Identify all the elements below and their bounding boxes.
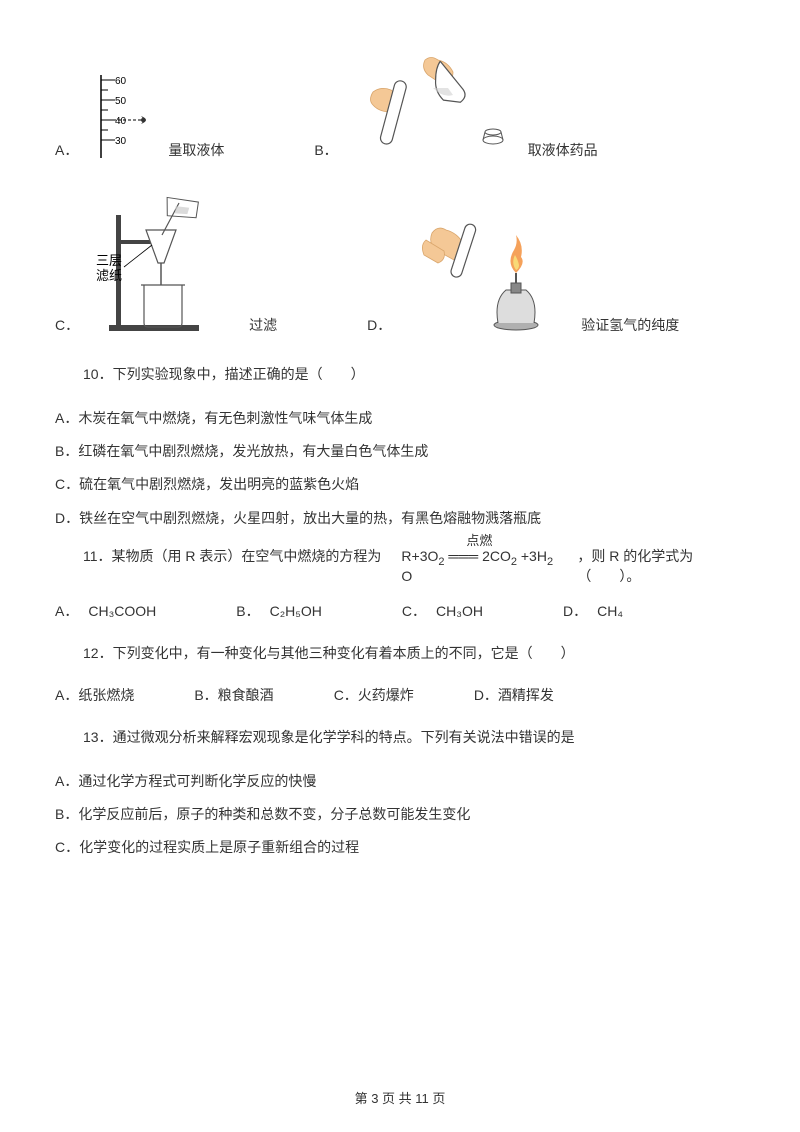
figure-b-block: B． 取液体药品 xyxy=(314,50,597,160)
q13-stem: 13．通过微观分析来解释宏观现象是化学学科的特点。下列有关说法中错误的是 xyxy=(55,723,745,751)
figure-d-block: D． 验证氢气的纯度 xyxy=(367,215,679,335)
figure-row-1: A． 60 50 40 30 量取液体 B． xyxy=(55,50,745,160)
q10-stem: 10．下列实验现象中，描述正确的是（ ） xyxy=(55,360,745,388)
q11-option-a: A． CH₃COOH xyxy=(55,601,156,621)
q10-option-d: D．铁丝在空气中剧烈燃烧，火星四射，放出大量的热，有黑色熔融物溅落瓶底 xyxy=(55,506,745,531)
q13-option-c: C．化学变化的过程实质上是原子重新组合的过程 xyxy=(55,835,745,860)
filter-paper-label-2: 滤纸 xyxy=(96,268,122,283)
q12-option-a: A．纸张燃烧 xyxy=(55,685,134,705)
page-footer: 第 3 页 共 11 页 xyxy=(0,1088,800,1107)
q11-option-b: B． C₂H₅OH xyxy=(236,601,322,621)
test-tube-pouring-icon xyxy=(353,50,513,160)
q11-eq-condition: 点燃 xyxy=(466,530,492,549)
q12-stem: 12．下列变化中，有一种变化与其他三种变化有着本质上的不同，它是（ ） xyxy=(55,639,745,667)
figure-row-2: C． 三层 滤纸 过滤 D． xyxy=(55,185,745,335)
q12-options: A．纸张燃烧 B．粮食酿酒 C．火药爆炸 D．酒精挥发 xyxy=(55,685,745,705)
q10-option-b: B．红磷在氧气中剧烈燃烧，发光放热，有大量白色气体生成 xyxy=(55,439,745,464)
figure-b-label: 取液体药品 xyxy=(528,140,598,160)
svg-text:30: 30 xyxy=(115,136,127,147)
svg-text:50: 50 xyxy=(115,96,127,107)
figure-c-label: 过滤 xyxy=(249,315,277,335)
q11-intro: 11．某物质（用 R 表示）在空气中燃烧的方程为 xyxy=(55,546,381,566)
graduated-cylinder-icon: 60 50 40 30 xyxy=(93,70,153,160)
figure-a-block: A． 60 50 40 30 量取液体 xyxy=(55,70,224,160)
filter-paper-label-1: 三层 xyxy=(96,253,122,268)
q12-option-c: C．火药爆炸 xyxy=(334,685,414,705)
figure-c-block: C． 三层 滤纸 过滤 xyxy=(55,185,277,335)
figure-a-prefix: A． xyxy=(55,140,78,160)
q11-tail: ，则 R 的化学式为（ ）。 xyxy=(577,546,745,586)
figure-c-prefix: C． xyxy=(55,315,79,335)
figure-d-label: 验证氢气的纯度 xyxy=(581,315,679,335)
figure-b-prefix: B． xyxy=(314,140,337,160)
q11-options: A． CH₃COOH B． C₂H₅OH C． CH₃OH D． CH₄ xyxy=(55,601,745,621)
q10-option-c: C．硫在氧气中剧烈燃烧，发出明亮的蓝紫色火焰 xyxy=(55,472,745,497)
q13-option-a: A．通过化学方程式可判断化学反应的快慢 xyxy=(55,769,745,794)
q11-stem-line: 11．某物质（用 R 表示）在空气中燃烧的方程为 点燃 R+3O2 ═══ 2C… xyxy=(55,546,745,586)
q11-equation: 点燃 R+3O2 ═══ 2CO2 +3H2 O xyxy=(401,548,557,584)
figure-a-label: 量取液体 xyxy=(168,140,224,160)
figure-d-prefix: D． xyxy=(367,315,391,335)
svg-text:60: 60 xyxy=(115,76,127,87)
filtration-setup-icon: 三层 滤纸 xyxy=(94,185,234,335)
hydrogen-purity-test-icon xyxy=(406,215,566,335)
q10-option-a: A．木炭在氧气中燃烧，有无色刺激性气味气体生成 xyxy=(55,406,745,431)
q13-option-b: B．化学反应前后，原子的种类和总数不变，分子总数可能发生变化 xyxy=(55,802,745,827)
svg-text:40: 40 xyxy=(115,116,127,127)
q12-option-b: B．粮食酿酒 xyxy=(194,685,273,705)
q12-option-d: D．酒精挥发 xyxy=(474,685,554,705)
q11-option-c: C． CH₃OH xyxy=(402,601,483,621)
q11-option-d: D． CH₄ xyxy=(563,601,623,621)
